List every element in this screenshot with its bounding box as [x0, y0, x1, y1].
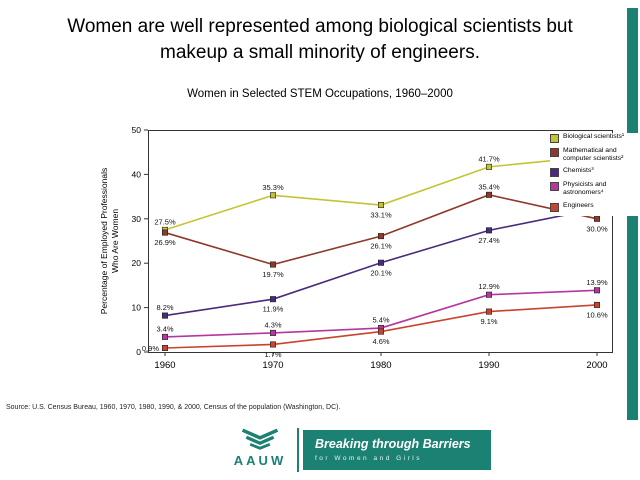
legend-item: Engineers — [550, 202, 638, 212]
legend-item: Chemists³ — [550, 167, 638, 178]
slide-title-line2: makeup a small minority of engineers. — [160, 41, 480, 63]
y-tick-label: 10 — [132, 303, 142, 313]
data-point — [485, 163, 492, 170]
aauw-logo-text: AAUW — [233, 453, 287, 468]
legend-item: Physicists and astronomers⁴ — [550, 181, 638, 197]
banner-subtitle: for Women and Girls — [315, 455, 422, 462]
legend-swatch — [550, 134, 559, 143]
data-point — [485, 308, 492, 315]
x-tick-label: 2000 — [586, 360, 607, 371]
data-label: 26.9% — [154, 238, 176, 247]
data-point — [270, 261, 277, 268]
legend-label: Physicists and astronomers⁴ — [563, 181, 607, 197]
data-label: 41.7% — [478, 154, 500, 163]
data-point — [377, 328, 384, 335]
data-point — [270, 296, 277, 303]
data-label: 26.1% — [370, 242, 392, 251]
data-label: 10.6% — [586, 310, 608, 319]
data-label: 11.9% — [263, 305, 284, 314]
data-label: 4.3% — [264, 320, 281, 329]
data-point — [162, 333, 169, 340]
slide-title: Women are well represented among biologi… — [20, 14, 620, 65]
y-axis-title-line2: Who Are Women — [110, 209, 120, 273]
data-point — [485, 191, 492, 198]
data-point — [485, 227, 492, 234]
y-tick-label: 20 — [132, 258, 142, 268]
data-label: 30.0% — [586, 224, 608, 233]
legend-swatch — [550, 182, 559, 192]
footer-divider — [297, 428, 299, 472]
data-label: 1.7% — [264, 350, 281, 359]
aauw-logo-icon — [241, 428, 279, 450]
data-point — [593, 215, 600, 222]
data-label: 9.1% — [480, 317, 497, 326]
data-label: 19.7% — [262, 270, 284, 279]
legend-item: Biological scientists¹ — [550, 133, 638, 143]
data-point — [270, 192, 277, 199]
aauw-logo: AAUW — [225, 428, 295, 468]
line-chart: 0 10 20 30 40 50 1960 1970 1980 1990 2000 Percentag… — [99, 125, 613, 371]
data-label: 33.1% — [370, 211, 392, 220]
x-tick-label: 1970 — [262, 360, 283, 371]
banner-title: Breaking through Barriers — [315, 437, 471, 451]
data-label: 35.4% — [478, 182, 500, 191]
legend-label: Engineers — [563, 201, 594, 209]
data-label: 35.3% — [262, 183, 284, 192]
legend-swatch — [550, 202, 559, 212]
x-tick-label: 1960 — [154, 360, 175, 371]
legend-label: Mathematical and computer scientists² — [563, 147, 624, 163]
data-point — [270, 329, 277, 336]
y-tick-label: 30 — [132, 214, 142, 224]
data-label: 27.4% — [478, 236, 500, 245]
legend-swatch — [550, 148, 559, 157]
footer-banner: Breaking through Barriers for Women and … — [303, 430, 491, 470]
data-label: 5.4% — [372, 316, 389, 325]
data-label: 8.2% — [156, 303, 173, 312]
chart-legend: Biological scientists¹ Mathematical and c… — [550, 133, 638, 216]
data-label: 27.5% — [154, 217, 176, 226]
data-point — [377, 233, 384, 240]
data-point — [593, 287, 600, 294]
y-tick-label: 0 — [136, 347, 141, 357]
data-point — [377, 202, 384, 209]
data-point — [162, 345, 169, 352]
data-point — [485, 291, 492, 298]
data-point — [377, 259, 384, 266]
legend-label: Biological scientists¹ — [563, 133, 625, 140]
data-label: 12.9% — [478, 282, 500, 291]
slide-title-line1: Women are well represented among biologi… — [67, 16, 573, 37]
data-label: 13.9% — [586, 278, 608, 287]
data-label: 0.9% — [142, 344, 159, 353]
x-tick-label: 1980 — [370, 360, 391, 371]
data-label: 20.1% — [370, 268, 392, 277]
x-tick-label: 1990 — [478, 360, 499, 371]
data-point — [270, 341, 277, 348]
legend-swatch — [550, 168, 559, 178]
data-point — [162, 312, 169, 319]
data-point — [593, 301, 600, 308]
data-point — [162, 229, 169, 236]
source-note: Source: U.S. Census Bureau, 1960, 1970, … — [6, 404, 341, 411]
y-tick-label: 50 — [132, 125, 142, 135]
footer: AAUW Breaking through Barriers for Women… — [0, 428, 640, 474]
y-axis-title-line1: Percentage of Employed Professionals — [99, 168, 109, 314]
y-tick-label: 40 — [132, 169, 142, 179]
data-label: 3.4% — [156, 324, 173, 333]
data-label: 4.6% — [372, 337, 389, 346]
chart-title: Women in Selected STEM Occupations, 1960… — [187, 88, 453, 100]
legend-item: Mathematical and computer scientists² — [550, 147, 638, 163]
legend-label: Chemists³ — [563, 167, 594, 175]
